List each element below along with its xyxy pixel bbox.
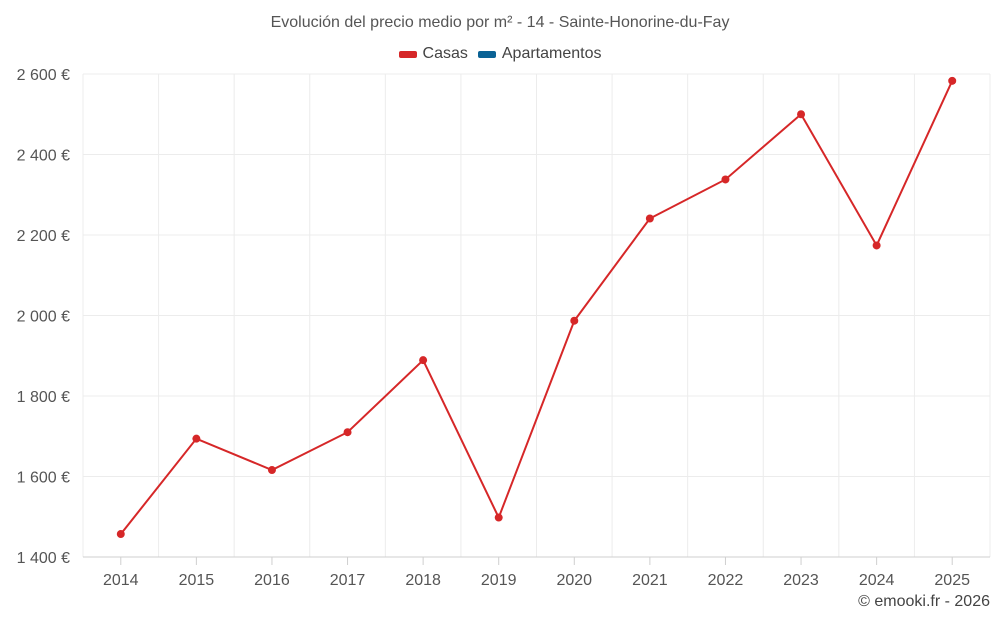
- y-tick-label: 2 600 €: [17, 67, 70, 84]
- x-tick-label: 2024: [859, 572, 895, 589]
- y-tick-label: 2 400 €: [17, 148, 70, 165]
- data-point: [267, 466, 276, 475]
- chart-title: Evolución del precio medio por m² - 14 -…: [270, 14, 730, 31]
- x-tick-label: 2020: [556, 572, 592, 589]
- data-point: [721, 175, 730, 184]
- legend-swatch-apartamentos: [477, 50, 496, 58]
- legend-label-apartamentos: Apartamentos: [501, 45, 602, 62]
- legend-item-apartamentos[interactable]: Apartamentos: [477, 45, 602, 63]
- data-point: [570, 316, 579, 325]
- chart-legend: Casas Apartamentos: [0, 45, 1000, 63]
- x-tick-label: 2023: [783, 572, 819, 589]
- data-point: [645, 214, 654, 223]
- legend-label-casas: Casas: [422, 45, 468, 62]
- data-point: [494, 513, 503, 522]
- y-tick-label: 2 200 €: [17, 228, 70, 245]
- series-line: [120, 80, 954, 535]
- data-point: [419, 356, 428, 365]
- x-tick-label: 2017: [330, 572, 366, 589]
- legend-swatch-casas: [398, 50, 417, 58]
- y-tick-label: 1 800 €: [17, 389, 70, 406]
- x-tick-label: 2025: [934, 572, 970, 589]
- legend-item-casas[interactable]: Casas: [398, 45, 468, 63]
- data-point: [116, 530, 125, 539]
- x-tick-label: 2018: [405, 572, 441, 589]
- data-point: [948, 76, 957, 85]
- data-point: [192, 434, 201, 443]
- x-tick-label: 2015: [179, 572, 215, 589]
- data-point: [872, 241, 881, 250]
- x-tick-label: 2014: [103, 572, 139, 589]
- x-tick-label: 2022: [708, 572, 744, 589]
- x-tick-label: 2021: [632, 572, 668, 589]
- x-tick-label: 2016: [254, 572, 290, 589]
- y-tick-label: 1 400 €: [17, 550, 70, 567]
- y-tick-label: 2 000 €: [17, 309, 70, 326]
- x-tick-label: 2019: [481, 572, 517, 589]
- data-point: [343, 428, 352, 437]
- data-point: [797, 110, 806, 119]
- y-tick-label: 1 600 €: [17, 470, 70, 487]
- credit-text: © emooki.fr - 2026: [858, 593, 990, 610]
